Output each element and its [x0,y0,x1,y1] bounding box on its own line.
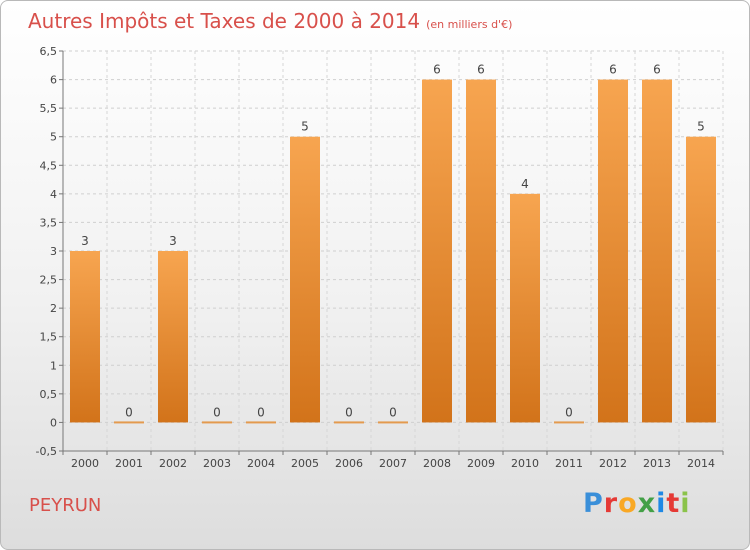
y-tick-label: 3 [50,245,57,258]
place-name: PEYRUN [29,495,102,516]
bars [70,79,716,424]
y-tick-label: 2,5 [40,274,58,287]
logo-letter: i [680,488,691,519]
y-tick-label: -0,5 [36,445,57,458]
y-tick-label: 1 [50,359,57,372]
y-tick-label: 2 [50,302,57,315]
y-tick-label: 1,5 [40,331,58,344]
logo-letter: o [618,488,638,519]
data-labels: 3 0 3 0 0 5 0 0 6 6 4 0 6 6 5 [81,63,705,420]
bar-2003 [202,421,232,424]
data-label-2001: 0 [125,405,133,419]
bar-2002 [158,251,188,423]
data-label-2000: 3 [81,234,89,248]
x-tick-label: 2000 [71,457,99,470]
y-tick-label: 0,5 [40,388,58,401]
logo-letter: x [637,488,657,519]
logo-letter: P [583,488,604,519]
bar-2008 [422,79,452,423]
data-label-2011: 0 [565,405,573,419]
x-tick-label: 2004 [247,457,275,470]
bar-2009 [466,79,496,423]
x-tick-label: 2003 [203,457,231,470]
data-label-2002: 3 [169,234,177,248]
y-tick-label: 4 [50,188,57,201]
data-label-2008: 6 [433,63,441,77]
data-label-2006: 0 [345,405,353,419]
data-label-2009: 6 [477,63,485,77]
x-tick-label: 2013 [643,457,671,470]
data-label-2004: 0 [257,405,265,419]
x-tick-label: 2009 [467,457,495,470]
bar-2000 [70,251,100,423]
bar-2001 [114,421,144,424]
x-tick-label: 2006 [335,457,363,470]
bar-2006 [334,421,364,424]
bar-2012 [598,79,628,423]
x-tick-label: 2007 [379,457,407,470]
data-label-2012: 6 [609,63,617,77]
bar-2014 [686,136,716,423]
y-tick-label: 3,5 [40,216,58,229]
title-text: Autres Impôts et Taxes de 2000 à 2014 [28,9,421,33]
bar-2004 [246,421,276,424]
y-tick-label: 6,5 [40,45,58,58]
title-unit: (en milliers d'€) [426,18,513,31]
logo-letter: r [603,488,619,519]
bar-2013 [642,79,672,423]
y-tick-label: 4,5 [40,159,58,172]
data-label-2010: 4 [521,177,529,191]
y-tick-label: 6 [50,74,57,87]
bar-2007 [378,421,408,424]
bar-2010 [510,193,540,423]
logo-letter: t [666,488,681,519]
data-label-2014: 5 [697,120,705,134]
data-label-2007: 0 [389,405,397,419]
chart-title: Autres Impôts et Taxes de 2000 à 2014 (en… [28,9,512,33]
y-tick-label: 5 [50,131,57,144]
x-tick-label: 2014 [687,457,715,470]
x-tick-label: 2005 [291,457,319,470]
x-tick-label: 2010 [511,457,539,470]
bar-2011 [554,421,584,424]
x-tick-labels: 2000 2001 2002 2003 2004 2005 2006 2007 2008 2009… [71,457,715,470]
axes [59,50,724,455]
y-tick-labels: -0,5 0 0,5 1 1,5 2 2,5 3 3,5 4 4,5 5 5,5 6 6,5 [36,45,57,458]
x-tick-label: 2012 [599,457,627,470]
data-label-2013: 6 [653,63,661,77]
proxiti-logo[interactable]: Proxiti [583,488,691,519]
y-tick-label: 0 [50,416,57,429]
x-tick-label: 2011 [555,457,583,470]
data-label-2003: 0 [213,405,221,419]
data-label-2005: 5 [301,120,309,134]
x-tick-label: 2001 [115,457,143,470]
y-tick-label: 5,5 [40,102,58,115]
bar-2005 [290,136,320,423]
x-tick-label: 2008 [423,457,451,470]
x-tick-label: 2002 [159,457,187,470]
logo-letter: i [656,488,667,519]
